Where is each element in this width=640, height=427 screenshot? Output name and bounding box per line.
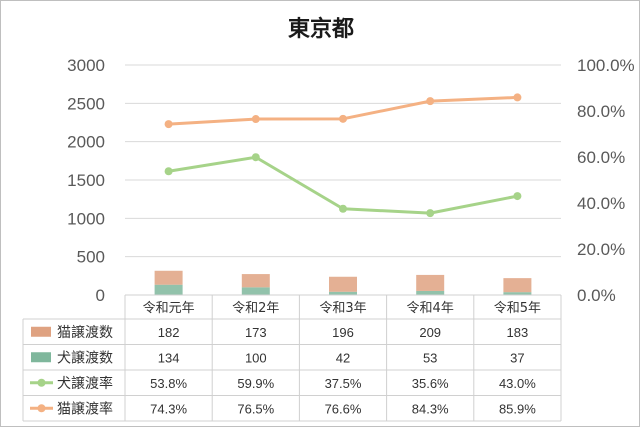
bar-segment (329, 276, 357, 292)
series-name: 猫譲渡率 (57, 400, 113, 417)
y-right-tick-label: 20.0% (577, 240, 625, 259)
y-left-tick-label: 2000 (67, 133, 105, 152)
legend-swatch (31, 326, 51, 337)
table-cell: 74.3% (150, 401, 187, 416)
table-cell: 85.9% (499, 401, 536, 416)
table-cell: 76.6% (325, 401, 362, 416)
series-line (168, 155, 518, 215)
table-cell: 59.9% (237, 376, 274, 391)
table-cell: 173 (245, 325, 267, 340)
bar-segment (416, 290, 445, 295)
bar-segment (154, 270, 183, 285)
table-cell: 209 (419, 325, 441, 340)
y-left-tick-label: 500 (77, 248, 105, 267)
table-cell: 182 (158, 325, 180, 340)
line-point (513, 93, 522, 102)
series-name: 犬譲渡数 (57, 350, 113, 366)
line-point (426, 97, 435, 106)
line-point (513, 192, 522, 201)
table-cell: 100 (245, 350, 267, 365)
bar-segment (241, 287, 270, 295)
table-cell: 183 (507, 325, 529, 340)
bar-segment (329, 291, 357, 295)
table-cell: 53.8% (150, 376, 187, 391)
line-point (426, 209, 435, 218)
bar-segment (503, 292, 532, 295)
y-right-tick-label: 40.0% (577, 194, 625, 213)
y-left-tick-label: 0 (96, 286, 105, 305)
table-cell: 196 (332, 325, 354, 340)
y-left-tick-label: 1500 (67, 171, 105, 190)
bar-group (154, 270, 532, 295)
bar-segment (154, 284, 183, 295)
line-point (164, 167, 173, 176)
table-cell: 42 (336, 350, 350, 365)
y-axis-right: 0.0% 20.0% 40.0% 60.0% 80.0% 100.0% (577, 56, 635, 305)
category-label: 令和3年 (319, 301, 366, 316)
bar-segment (241, 274, 270, 288)
table-cell: 53 (423, 350, 437, 365)
line-point (339, 204, 347, 213)
table-cell: 43.0% (499, 376, 536, 391)
y-right-tick-label: 60.0% (577, 148, 625, 167)
table-cell: 76.5% (237, 401, 274, 416)
y-right-tick-label: 80.0% (577, 102, 625, 121)
table-cell: 37 (510, 350, 524, 365)
category-label: 令和5年 (494, 301, 541, 316)
series-name: 猫譲渡数 (57, 325, 113, 341)
table-cell: 84.3% (412, 401, 449, 416)
legend-marker (37, 378, 46, 387)
series-name: 犬譲渡率 (57, 375, 113, 392)
legend-swatch (31, 352, 51, 363)
line-point (164, 120, 173, 129)
table-cell: 134 (158, 350, 180, 365)
bar-segment (503, 278, 532, 293)
y-axis-left: 0 500 1000 1500 2000 2500 3000 (67, 56, 105, 305)
y-left-tick-label: 1000 (67, 209, 105, 228)
y-left-tick-label: 3000 (67, 56, 105, 75)
y-right-tick-label: 100.0% (577, 56, 635, 75)
y-left-tick-label: 2500 (67, 94, 105, 113)
bar-segment (416, 274, 445, 291)
legend-marker (37, 404, 46, 413)
line-point (251, 115, 260, 124)
line-group (164, 93, 522, 218)
gridlines (125, 64, 561, 296)
line-point (339, 114, 347, 123)
table-cell: 37.5% (325, 376, 362, 391)
y-right-tick-label: 0.0% (577, 286, 616, 305)
category-label: 令和元年 (143, 301, 195, 316)
chart-title: 東京都 (288, 16, 354, 42)
table-cell: 35.6% (412, 376, 449, 391)
category-label: 令和2年 (232, 301, 279, 316)
category-label: 令和4年 (407, 301, 454, 316)
line-point (251, 153, 260, 162)
